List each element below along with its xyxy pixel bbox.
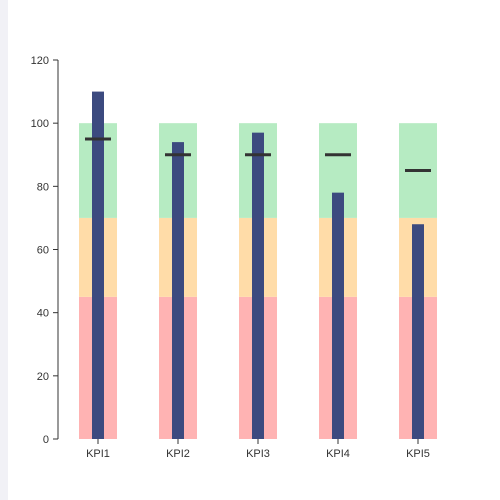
value-bar-kpi5 bbox=[412, 224, 424, 439]
y-tick-label-100: 100 bbox=[31, 118, 49, 130]
x-axis: KPI1 KPI2 KPI3 KPI4 KPI5 bbox=[86, 439, 430, 460]
y-tick-label-120: 120 bbox=[31, 55, 49, 67]
y-tick-label-80: 80 bbox=[37, 181, 49, 193]
x-tick-label-kpi4: KPI4 bbox=[326, 448, 350, 460]
value-bar-kpi2 bbox=[172, 142, 184, 439]
x-tick-label-kpi3: KPI3 bbox=[246, 448, 270, 460]
side-panel-strip bbox=[0, 0, 8, 500]
y-tick-label-40: 40 bbox=[37, 308, 49, 320]
y-tick-label-0: 0 bbox=[43, 434, 49, 446]
bars-layer bbox=[92, 91, 424, 439]
value-bar-kpi4 bbox=[332, 192, 344, 439]
value-bar-kpi3 bbox=[252, 132, 264, 439]
y-tick-label-20: 20 bbox=[37, 371, 49, 383]
x-tick-label-kpi1: KPI1 bbox=[86, 448, 110, 460]
value-bar-kpi1 bbox=[92, 91, 104, 439]
x-tick-label-kpi2: KPI2 bbox=[166, 448, 190, 460]
y-axis: 0 20 40 60 80 100 120 bbox=[31, 55, 59, 446]
targets-layer bbox=[85, 137, 431, 173]
x-tick-label-kpi5: KPI5 bbox=[406, 448, 430, 460]
y-tick-label-60: 60 bbox=[37, 245, 49, 257]
